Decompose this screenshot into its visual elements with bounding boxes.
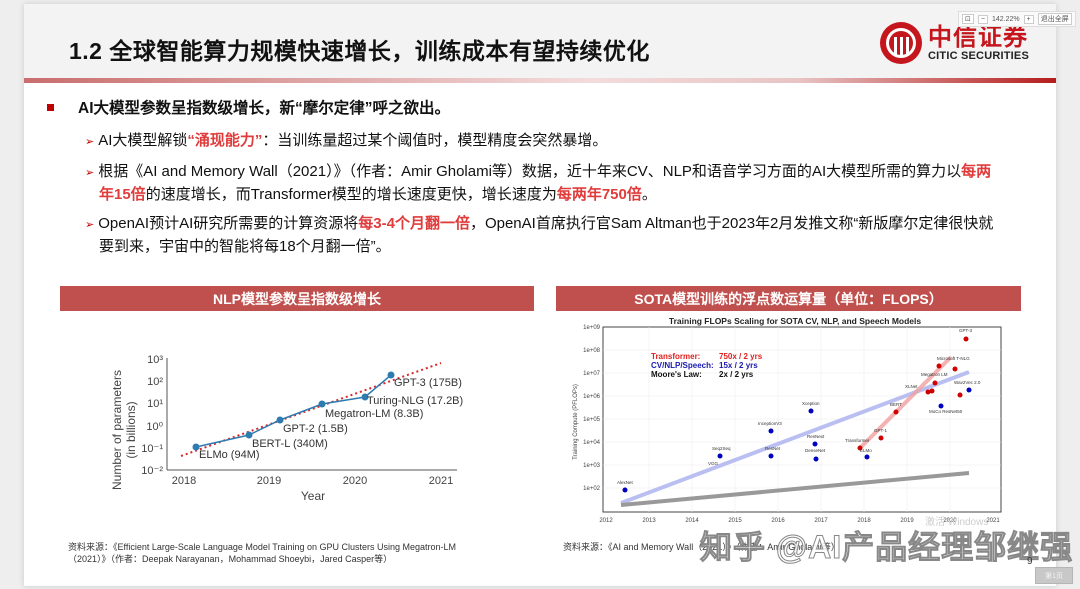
exit-fullscreen-button[interactable]: 退出全屏 [1037,13,1072,25]
svg-text:ELMo (94M): ELMo (94M) [199,449,260,461]
svg-text:VGG: VGG [708,461,719,466]
svg-text:2018: 2018 [172,475,196,487]
svg-text:1e+09: 1e+09 [583,325,601,331]
svg-text:BERT: BERT [890,402,902,407]
svg-text:CV/NLP/Speech:: CV/NLP/Speech: [651,361,714,370]
svg-text:Transformer:: Transformer: [651,352,700,361]
zhihu-watermark: 知乎 @AI产品经理邹继强 [699,529,1074,566]
left-source: 资料来源：《Efficient Large-Scale Language Mod… [68,542,457,564]
svg-text:10⁻¹: 10⁻¹ [141,443,163,455]
flops-scaling-chart: Training FLOPs Scaling for SOTA CV, NLP,… [573,316,1002,524]
svg-text:2x / 2 yrs: 2x / 2 yrs [719,370,754,379]
title-underline [24,78,1056,83]
main-bullet: AI大模型参数呈指数级增长，新“摩尔定律”呼之欲出。 [45,96,1005,118]
svg-text:2013: 2013 [642,518,656,524]
svg-text:MoCo ResNet50: MoCo ResNet50 [929,409,963,414]
svg-text:ELMo: ELMo [860,448,872,453]
svg-text:Xception: Xception [802,401,820,406]
left-panel-title: NLP模型参数呈指数级增长 [60,286,534,311]
svg-text:Number of parameters: Number of parameters [110,370,124,490]
page-title: 1.2 全球智能算力规模快速增长，训练成本有望持续优化 [69,38,650,64]
svg-text:1e+03: 1e+03 [583,463,601,469]
right-source: 资料来源：《AI and Memory Wall（2021）》（作者：Amir … [563,542,840,552]
svg-text:Moore's Law:: Moore's Law: [651,370,702,379]
svg-text:XLNet: XLNet [905,384,918,389]
svg-text:InceptionV3: InceptionV3 [758,421,782,426]
svg-text:Wav2Vec 2.0: Wav2Vec 2.0 [954,380,981,385]
svg-text:10³: 10³ [147,354,163,366]
svg-text:2019: 2019 [900,518,914,524]
svg-text:Training FLOPs Scaling for SOT: Training FLOPs Scaling for SOTA CV, NLP,… [669,316,921,326]
svg-text:1e+02: 1e+02 [583,486,601,492]
fit-page-icon[interactable]: ⊡ [962,14,974,24]
square-bullet-icon [47,103,54,111]
svg-text:10⁻²: 10⁻² [141,465,163,477]
sub-bullet-2: ➢ 根据《AI and Memory Wall（2021）》（作者：Amir Gh… [85,163,992,203]
svg-text:1e+07: 1e+07 [583,371,601,377]
svg-text:2016: 2016 [771,518,785,524]
svg-text:1e+04: 1e+04 [583,440,601,446]
svg-text:AlexNet: AlexNet [617,480,634,485]
svg-text:Turing-NLG (17.2B): Turing-NLG (17.2B) [367,395,463,407]
svg-text:ResNext: ResNext [807,434,825,439]
zoom-out-button[interactable]: − [977,14,988,24]
svg-text:Year: Year [301,489,325,503]
svg-text:(in billions): (in billions) [124,401,138,458]
svg-text:2014: 2014 [685,518,699,524]
svg-text:2021: 2021 [429,475,453,487]
svg-text:1e+06: 1e+06 [583,394,601,400]
svg-text:1e+05: 1e+05 [583,417,601,423]
zoom-level: 142.22% [991,15,1020,23]
svg-text:Training Compute (PFLOPs): Training Compute (PFLOPs) [573,384,579,460]
citic-emblem-icon [880,22,922,64]
svg-text:GPT-3: GPT-3 [959,328,973,333]
logo-cn: 中信证券 [928,22,1028,51]
svg-text:1e+08: 1e+08 [583,348,601,354]
svg-text:2018: 2018 [857,518,871,524]
windows-activation-watermark: 激活 Windows [925,517,989,528]
right-panel-title: SOTA模型训练的浮点数运算量（单位：FLOPS） [556,286,1021,311]
page-number: 9 [1027,556,1033,567]
svg-text:10⁰: 10⁰ [146,421,163,433]
svg-text:10²: 10² [147,376,163,388]
svg-text:2020: 2020 [943,518,957,524]
svg-text:10¹: 10¹ [147,398,163,410]
bullet-content: AI大模型参数呈指数级增长，新“摩尔定律”呼之欲出。 ➢ AI大模型解锁“涌现能力… [45,96,1005,265]
arrow-bullet-icon: ➢ [85,136,95,148]
logo-en: CITIC SECURITIES [928,50,1029,62]
svg-text:Megatron-LM (8.3B): Megatron-LM (8.3B) [325,408,423,420]
svg-text:GPT-1: GPT-1 [874,428,888,433]
svg-text:GPT-3 (175B): GPT-3 (175B) [394,377,462,389]
viewer-zoom-toolbar: ⊡ − 142.22% + 退出全屏 [958,11,1076,27]
citic-logo: 中信证券 CITIC SECURITIES [880,22,1029,64]
svg-text:2019: 2019 [257,475,281,487]
nlp-params-chart: Number of parameters (in billions) 10³ 10… [110,354,463,503]
svg-text:2021: 2021 [986,518,1000,524]
svg-text:2015: 2015 [728,518,742,524]
svg-text:BERT-L (340M): BERT-L (340M) [252,438,328,450]
svg-text:Megatron LM: Megatron LM [921,372,948,377]
svg-text:DenseNet: DenseNet [805,448,826,453]
svg-text:ResNet: ResNet [765,446,781,451]
svg-text:2020: 2020 [343,475,367,487]
svg-text:2017: 2017 [814,518,828,524]
svg-text:750x / 2 yrs: 750x / 2 yrs [719,352,763,361]
page-nav-button[interactable]: 第1页 [1035,567,1073,584]
zoom-in-button[interactable]: + [1023,14,1034,24]
sub-bullet-3: ➢ OpenAI预计AI研究所需要的计算资源将每3-4个月翻一倍，OpenAI首席… [85,215,994,255]
svg-text:Transformer: Transformer [845,438,870,443]
svg-text:2012: 2012 [599,518,613,524]
svg-text:Seq2Seq: Seq2Seq [712,446,731,451]
svg-text:Microsoft T-NLG: Microsoft T-NLG [937,356,970,361]
svg-text:15x / 2 yrs: 15x / 2 yrs [719,361,758,370]
svg-text:GPT-2 (1.5B): GPT-2 (1.5B) [283,423,348,435]
arrow-bullet-icon: ➢ [85,167,95,179]
slide-header: 1.2 全球智能算力规模快速增长，训练成本有望持续优化 中信证券 CITIC S… [24,4,1056,82]
sub-bullet-1: ➢ AI大模型解锁“涌现能力”：当训练量超过某个阈值时，模型精度会突然暴增。 [85,132,608,149]
arrow-bullet-icon: ➢ [85,219,95,231]
